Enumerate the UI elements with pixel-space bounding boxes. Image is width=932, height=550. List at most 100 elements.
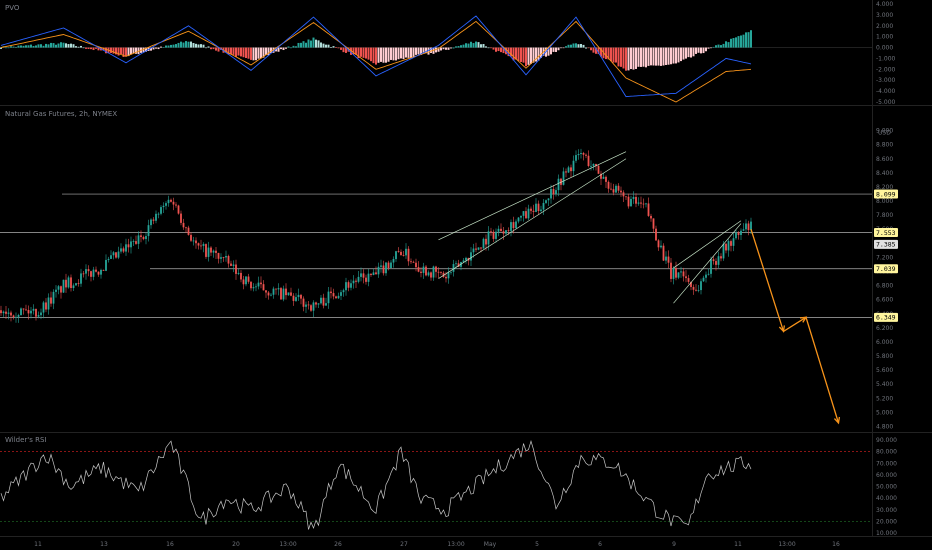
pvo-histogram-bar [367, 47, 370, 60]
candlestick [735, 229, 737, 240]
candlestick [672, 266, 675, 285]
pvo-histogram-bar [555, 47, 557, 52]
svg-text:6.349: 6.349 [876, 314, 896, 322]
pvo-histogram-bar [125, 47, 127, 57]
candlestick [422, 262, 425, 279]
candlestick [152, 217, 155, 225]
pvo-histogram-bar [695, 47, 697, 54]
rising-wedge[interactable] [438, 151, 627, 279]
pvo-panel[interactable] [0, 15, 872, 103]
candlestick [120, 243, 122, 254]
candlestick [737, 231, 740, 240]
candlestick [572, 155, 575, 177]
pvo-histogram-bar [705, 47, 707, 52]
pvo-histogram-bar [92, 47, 95, 51]
pvo-histogram-bar [70, 43, 72, 48]
candlestick [697, 285, 700, 293]
pvo-histogram-bar [290, 47, 292, 49]
pvo-histogram-bar [425, 47, 427, 54]
candlestick [370, 273, 372, 277]
pvo-histogram-bar [595, 47, 597, 54]
candlestick [492, 229, 495, 242]
pvo-histogram-bar [192, 42, 195, 48]
pvo-histogram-bar [345, 47, 347, 53]
pvo-histogram-bar [735, 37, 737, 48]
candlestick [40, 308, 42, 320]
pvo-histogram-bar [677, 47, 680, 63]
candlestick [472, 243, 475, 258]
pvo-histogram-bar [390, 47, 392, 60]
pvo-histogram-bar [190, 41, 192, 48]
candlestick [652, 218, 655, 233]
pvo-histogram-bar [150, 47, 152, 51]
pvo-histogram-bar [725, 41, 727, 48]
pvo-histogram-bar [377, 47, 380, 63]
price-y-tick: 8.600 [876, 156, 893, 163]
candlestick [42, 300, 45, 319]
candlestick [65, 273, 67, 293]
panel-dividers [0, 0, 932, 537]
candlestick [112, 251, 115, 260]
candlestick [745, 219, 747, 234]
price-panel[interactable] [0, 148, 872, 425]
pvo-histogram-bar [492, 47, 495, 50]
candlestick [475, 242, 477, 253]
candlestick [207, 241, 210, 262]
pvo-histogram-bar [532, 47, 535, 63]
candlestick [727, 239, 730, 257]
pvo-histogram-bar [415, 47, 417, 55]
pvo-histogram-bar [750, 30, 752, 48]
x-axis-tick: 27 [400, 541, 408, 548]
rsi-line [0, 439, 752, 530]
candlestick [602, 172, 605, 180]
candlestick [537, 200, 540, 215]
x-axis-tick: 26 [334, 541, 342, 548]
candlestick [470, 247, 472, 266]
candlestick [670, 258, 672, 283]
axes: 4.000 3.000 2.000 1.000 0.000 -1.000 -2.000 -3.… [34, 1, 898, 548]
candlestick [532, 204, 535, 218]
candlestick [345, 277, 347, 296]
candlestick [365, 274, 367, 285]
candlestick [527, 204, 530, 220]
price-y-tick: 5.600 [876, 367, 893, 374]
pvo-histogram-bar [430, 47, 432, 53]
candlestick [570, 164, 572, 178]
price-y-tick: 4.800 [876, 423, 893, 430]
candlestick [30, 307, 32, 319]
candlestick [465, 256, 467, 264]
candlestick [140, 230, 142, 243]
rsi-y-tick: 60.000 [876, 472, 897, 479]
pvo-histogram-bar [207, 46, 210, 48]
candlestick [290, 287, 292, 297]
rsi-panel[interactable] [0, 439, 872, 530]
pvo-histogram-bar [567, 44, 570, 48]
candlestick [375, 266, 377, 275]
candlestick [395, 250, 397, 262]
candlestick [565, 168, 567, 178]
level-price-tag: 6.349 [874, 312, 898, 322]
candlestick [180, 210, 182, 226]
pvo-histogram-bar [560, 47, 562, 49]
pvo-histogram-bar [212, 47, 215, 50]
candlestick [227, 254, 230, 268]
x-axis-tick: May [484, 541, 497, 548]
pvo-histogram-bar [177, 42, 180, 48]
pvo-histogram-bar [615, 47, 617, 63]
pvo-histogram-bar [402, 47, 405, 60]
pvo-histogram-bar [577, 44, 580, 48]
projection-path[interactable] [750, 229, 840, 424]
candlestick [410, 258, 412, 264]
candlestick [265, 290, 267, 298]
candlestick [242, 275, 245, 290]
candlestick [680, 266, 682, 278]
pvo-histogram-bar [387, 47, 390, 62]
candlestick [685, 270, 687, 283]
pvo-histogram-bar [687, 47, 690, 58]
candlestick [317, 303, 320, 308]
pvo-histogram-bar [692, 47, 695, 57]
rising-wedge[interactable] [673, 220, 742, 304]
x-axis-tick: 16 [166, 541, 174, 548]
pvo-histogram-bar [247, 47, 250, 59]
